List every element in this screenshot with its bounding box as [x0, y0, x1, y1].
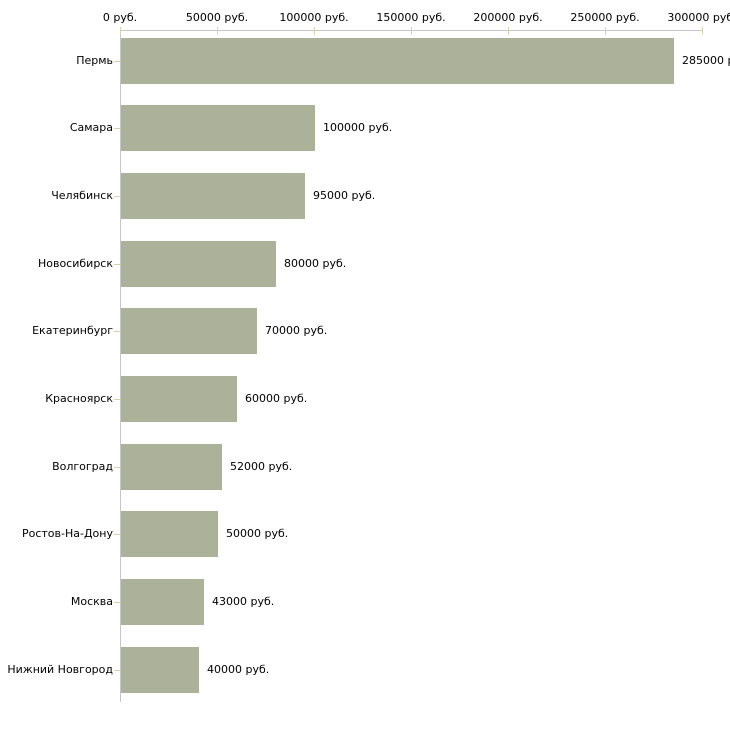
value-label: 43000 руб. [212, 595, 275, 608]
bar [121, 647, 199, 693]
x-tick-mark [120, 27, 121, 35]
value-label: 40000 руб. [207, 663, 270, 676]
y-tick-mark [114, 670, 120, 671]
x-tick-label: 250000 руб. [570, 11, 640, 24]
x-tick-mark [411, 27, 412, 35]
x-tick-label: 200000 руб. [473, 11, 543, 24]
y-tick-mark [114, 467, 120, 468]
x-tick-mark [702, 27, 703, 35]
x-tick-label: 300000 руб. [667, 11, 730, 24]
x-tick-label: 100000 руб. [279, 11, 349, 24]
value-label: 70000 руб. [265, 324, 328, 337]
x-tick-mark [217, 27, 218, 35]
y-tick-mark [114, 264, 120, 265]
x-tick-label: 0 руб. [102, 11, 138, 24]
category-label: Москва [70, 595, 113, 608]
category-label: Челябинск [51, 189, 113, 202]
x-tick-mark [605, 27, 606, 35]
category-label: Самара [69, 121, 113, 134]
category-label: Волгоград [52, 460, 113, 473]
value-label: 95000 руб. [313, 189, 376, 202]
value-label: 100000 руб. [323, 121, 393, 134]
bar [121, 444, 222, 490]
x-tick-label: 150000 руб. [376, 11, 446, 24]
category-label: Ростов-На-Дону [21, 527, 113, 540]
value-label: 285000 руб. [682, 54, 730, 67]
x-tick-mark [314, 27, 315, 35]
y-tick-mark [114, 61, 120, 62]
y-tick-mark [114, 331, 120, 332]
category-label: Екатеринбург [32, 324, 113, 337]
category-label: Новосибирск [37, 257, 113, 270]
bar [121, 241, 276, 287]
y-tick-mark [114, 602, 120, 603]
value-label: 80000 руб. [284, 257, 347, 270]
value-label: 60000 руб. [245, 392, 308, 405]
value-label: 52000 руб. [230, 460, 293, 473]
category-label: Пермь [76, 54, 113, 67]
category-label: Красноярск [45, 392, 113, 405]
bar [121, 38, 674, 84]
bar [121, 579, 204, 625]
y-tick-mark [114, 534, 120, 535]
y-tick-mark [114, 399, 120, 400]
y-tick-mark [114, 128, 120, 129]
bar [121, 511, 218, 557]
y-tick-mark [114, 196, 120, 197]
bar [121, 105, 315, 151]
x-tick-mark [508, 27, 509, 35]
x-tick-label: 50000 руб. [185, 11, 249, 24]
y-axis-line [120, 30, 121, 702]
bar [121, 173, 305, 219]
value-label: 50000 руб. [226, 527, 289, 540]
bar [121, 376, 237, 422]
bar [121, 308, 257, 354]
category-label: Нижний Новгород [7, 663, 113, 676]
